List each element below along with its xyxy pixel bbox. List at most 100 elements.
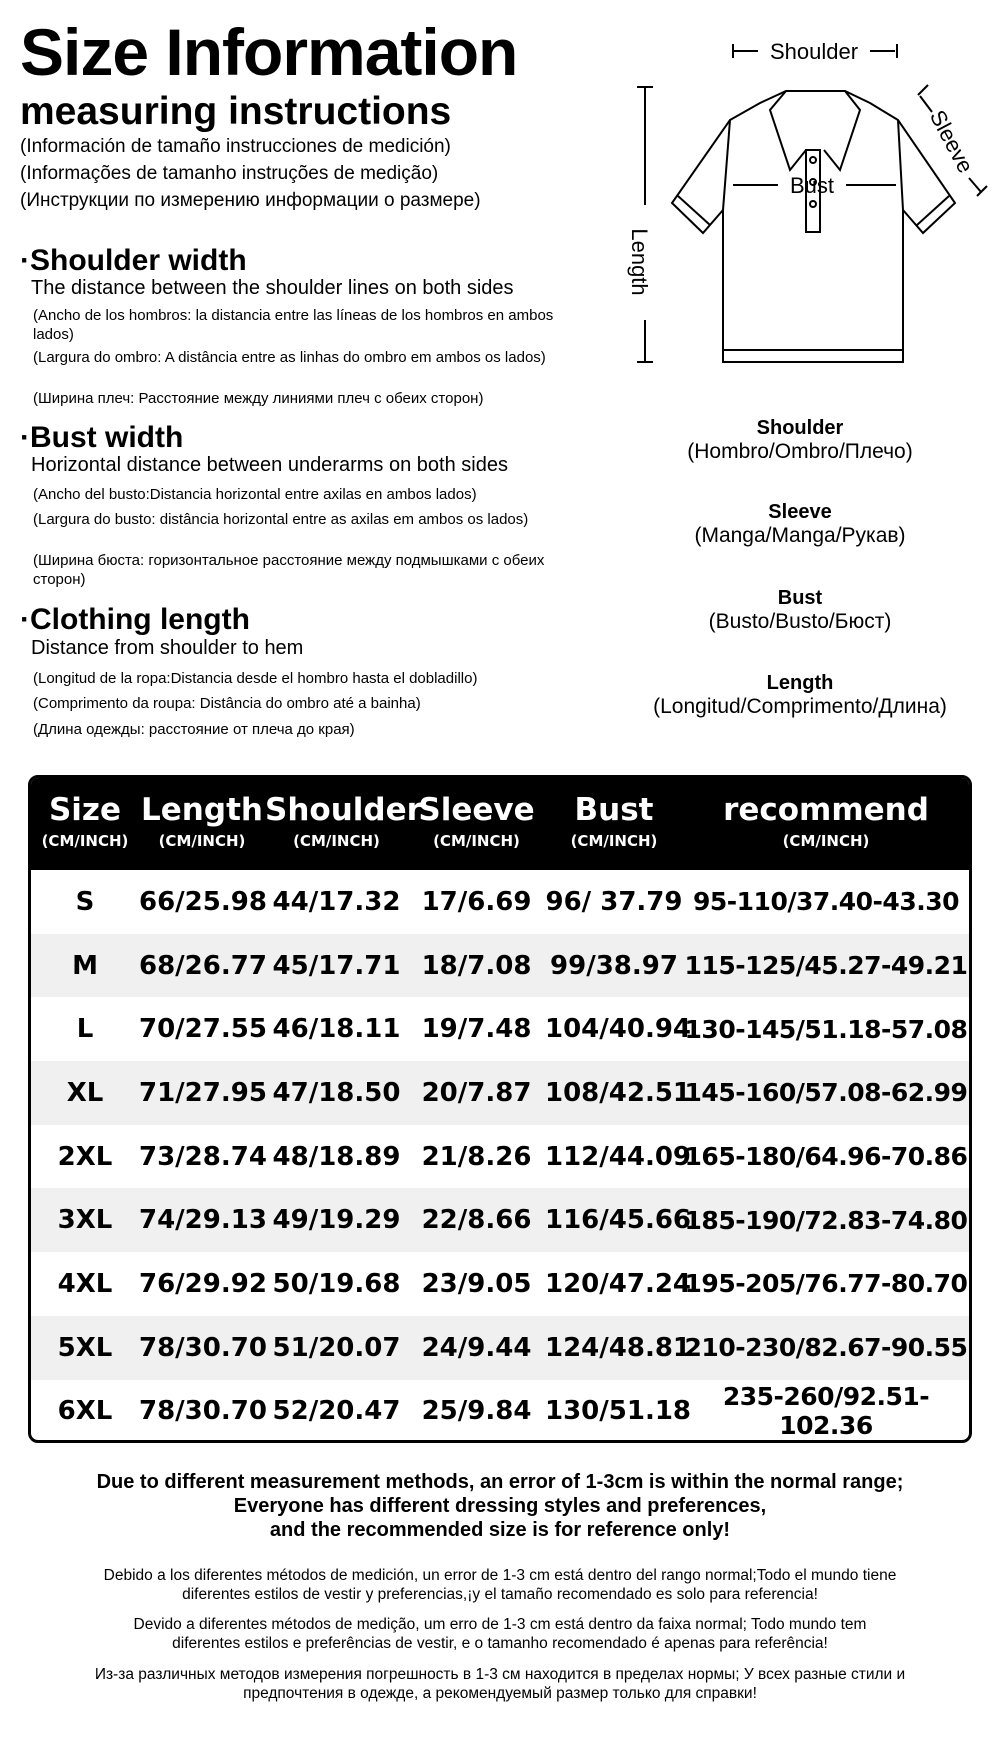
table-cell: 104/40.94 [545,1014,692,1045]
table-cell: 25/9.84 [421,1396,532,1427]
table-row: 6XL 78/30.70 52/20.47 25/9.84 130/51.18 235-2… [31,1380,969,1441]
length-pt: (Comprimento da roupa: Distância do ombr… [33,695,421,712]
table-cell: 48/18.89 [272,1141,401,1172]
translation-pt: (Informações de tamanho instruções de me… [20,163,439,184]
legend-sleeve: Sleeve (Manga/Manga/Рукав) [694,501,906,547]
shoulder-es: (Ancho de los hombros: la distancia entr… [33,307,554,343]
bust-label: Bust [790,173,834,198]
table-cell: L [76,1014,94,1045]
page-title: Size Information [20,15,518,89]
table-cell: 21/8.26 [421,1141,532,1172]
length-heading: ·Clothing length [20,603,250,636]
table-cell: 4XL [57,1268,113,1299]
table-row: 2XL 73/28.74 48/18.89 21/8.26 112/44.09 165-1… [31,1125,969,1189]
disclaimer-english: Due to different measurement methods, an… [96,1471,904,1541]
table-cell: 99/38.97 [550,950,678,981]
table-cell: 185-190/72.83-74.80 [684,1205,968,1235]
table-cell: 145-160/57.08-62.99 [684,1078,968,1108]
column-label: Shoulder [265,792,422,828]
column-unit: (CM/INCH) [570,832,658,850]
translation-ru: (Инструкции по измерению информации о ра… [20,190,481,211]
table-header: Size (CM/INCH) Length (CM/INCH) Shoulder (CM/… [31,778,969,870]
table-cell: 51/20.07 [272,1332,401,1363]
table-cell: 3XL [57,1205,113,1236]
column-unit: (CM/INCH) [433,832,520,850]
table-cell: 115-125/45.27-49.21 [684,951,968,981]
table-row: M 68/26.77 45/17.71 18/7.08 99/38.97 115-125/… [31,933,969,998]
shoulder-pt: (Largura do ombro: A distância entre as … [33,349,546,366]
table-cell: 165-180/64.96-70.86 [684,1142,968,1172]
table-cell: 235-260/92.51-102.36 [722,1382,930,1441]
table-row: XL 71/27.95 47/18.50 20/7.87 108/42.51 145-16… [31,1061,969,1125]
table-cell: 52/20.47 [272,1396,401,1427]
table-cell: 120/47.24 [545,1268,692,1299]
disclaimer-russian: Из-за различных методов измерения погреш… [94,1666,906,1702]
table-cell: 68/26.77 [139,950,267,981]
table-cell: 5XL [57,1332,113,1363]
shoulder-desc: The distance between the shoulder lines … [31,277,514,299]
table-cell: 210-230/82.67-90.55 [684,1333,968,1363]
table-row: 5XL 78/30.70 51/20.07 24/9.44 124/48.81 210-2… [31,1315,969,1380]
table-cell: 66/25.98 [139,886,267,917]
shoulder-label: Shoulder [770,39,858,64]
table-cell: 23/9.05 [421,1268,532,1299]
table-cell: 47/18.50 [272,1077,401,1108]
table-cell: 6XL [57,1396,113,1427]
column-header: Shoulder (CM/INCH) [265,778,422,870]
bust-ru: (Ширина бюста: горизонтальное расстояние… [33,552,545,588]
table-cell: 130-145/51.18-57.08 [684,1014,968,1044]
table-cell: S [75,886,95,917]
page-subtitle: measuring instructions [20,90,452,133]
column-unit: (CM/INCH) [293,832,380,850]
table-cell: 195-205/76.77-80.70 [684,1269,968,1299]
length-ru: (Длина одежды: расстояние от плеча до кр… [33,721,355,738]
sleeve-label: Sleeve [925,106,979,177]
length-desc: Distance from shoulder to hem [31,637,304,659]
column-unit: (CM/INCH) [41,832,129,850]
table-cell: 112/44.09 [545,1141,692,1172]
shoulder-ru: (Ширина плеч: Расстояние между линиями п… [33,390,484,407]
table-row: L 70/27.55 46/18.11 19/7.48 104/40.94 130-145… [31,997,969,1061]
table-cell: XL [66,1077,104,1108]
bust-es: (Ancho del busto:Distancia horizontal en… [33,486,477,503]
polo-shirt-diagram: Shoulder Bust Length Sleeve [627,39,988,363]
table-cell: 49/19.29 [272,1205,401,1236]
table-cell: 45/17.71 [272,950,401,981]
column-unit: (CM/INCH) [782,832,870,850]
disclaimer-spanish: Debido a los diferentes métodos de medic… [103,1567,897,1603]
table-cell: 17/6.69 [421,886,532,917]
column-label: recommend [723,792,929,828]
legend-shoulder: Shoulder (Hombro/Ombro/Плечо) [687,417,913,463]
table-cell: 116/45.66 [545,1205,692,1236]
size-table: Size (CM/INCH) Length (CM/INCH) Shoulder (CM/… [28,775,972,1443]
table-row: S 66/25.98 44/17.32 17/6.69 96/ 37.79 95-110/… [31,870,969,934]
column-label: Length [141,792,263,828]
column-header: Bust (CM/INCH) [545,778,683,870]
table-cell: 24/9.44 [421,1332,532,1363]
length-es: (Longitud de la ropa:Distancia desde el … [33,670,478,687]
column-header: Length (CM/INCH) [139,778,265,870]
bust-heading: ·Bust width [20,421,184,454]
table-cell: 50/19.68 [272,1268,401,1299]
table-cell: 74/29.13 [139,1205,267,1236]
table-cell: 108/42.51 [545,1077,692,1108]
legend-bust: Bust (Busto/Busto/Бюст) [708,587,892,633]
table-cell: 22/8.66 [421,1205,532,1236]
table-cell: 95-110/37.40-43.30 [692,887,960,917]
table-cell: 96/ 37.79 [545,886,683,917]
column-header: Size (CM/INCH) [31,778,139,870]
column-header: recommend (CM/INCH) [683,778,969,870]
table-cell: 18/7.08 [421,950,532,981]
table-cell: M [72,950,98,981]
column-label: Bust [574,792,654,828]
table-cell: 20/7.87 [421,1077,532,1108]
column-label: Sleeve [418,792,535,828]
table-cell: 70/27.55 [139,1014,267,1045]
table-cell: 124/48.81 [545,1332,692,1363]
table-cell: 71/27.95 [139,1077,267,1108]
table-cell: 73/28.74 [139,1141,267,1172]
table-row: 3XL 74/29.13 49/19.29 22/8.66 116/45.66 185-1… [31,1188,969,1253]
table-cell: 130/51.18 [545,1396,692,1427]
bust-pt: (Largura do busto: distância horizontal … [33,511,529,528]
table-cell: 44/17.32 [272,886,401,917]
